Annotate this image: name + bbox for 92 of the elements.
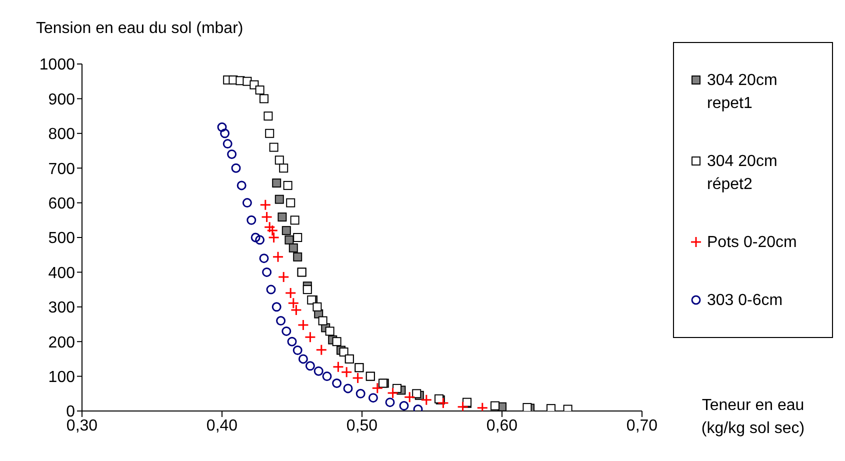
point [476, 402, 488, 411]
point [255, 86, 264, 95]
legend-label: 304 20cm repet1 [707, 70, 778, 114]
point [266, 224, 278, 236]
point [332, 337, 342, 346]
point [278, 271, 290, 283]
point [220, 128, 230, 138]
point [399, 401, 409, 411]
y-tick-label: 700 [48, 160, 76, 178]
point [368, 393, 378, 403]
point [264, 112, 273, 121]
point [250, 232, 260, 242]
point [262, 267, 272, 277]
point [284, 287, 296, 299]
point [282, 226, 291, 236]
point [265, 128, 274, 138]
point [272, 302, 282, 312]
point [305, 361, 315, 371]
point [222, 139, 232, 149]
y-tick-label: 400 [48, 264, 76, 282]
y-tick-label: 800 [48, 126, 76, 144]
point [286, 198, 296, 208]
point [385, 398, 395, 408]
point [288, 243, 298, 252]
point [259, 254, 269, 264]
y-tick-label: 100 [48, 368, 76, 386]
point [268, 232, 280, 244]
point [387, 387, 399, 399]
point [269, 142, 278, 152]
point [255, 235, 265, 245]
point [412, 389, 422, 398]
point [339, 348, 348, 357]
point [372, 382, 384, 394]
point [264, 221, 276, 233]
x-tick-label: 0,60 [486, 417, 518, 434]
point [276, 316, 286, 326]
y-axis-title: Tension en eau du sol (mbar) [36, 20, 244, 38]
point [274, 194, 284, 204]
point [352, 372, 364, 384]
point [272, 178, 282, 188]
point [420, 394, 432, 406]
point [266, 284, 276, 294]
x-tick-label: 0,70 [626, 417, 658, 434]
point [322, 372, 332, 382]
point [302, 285, 312, 294]
point [279, 164, 288, 173]
y-tick-label: 900 [48, 91, 76, 108]
point [227, 149, 237, 159]
point [522, 403, 532, 411]
legend-label: 304 20cm répet2 [707, 152, 778, 194]
x-tick-label: 0,30 [66, 417, 98, 434]
point [490, 401, 500, 410]
y-tick-label: 300 [48, 300, 76, 317]
point [290, 216, 300, 225]
point [293, 252, 302, 262]
point [298, 354, 308, 364]
point [318, 316, 328, 326]
point [292, 346, 302, 356]
y-tick-label: 600 [48, 195, 76, 212]
x-tick-label: 0,50 [346, 417, 378, 434]
point [284, 235, 294, 244]
point [325, 326, 334, 336]
point [287, 336, 297, 346]
point [236, 180, 246, 190]
y-tick-label: 200 [48, 334, 76, 352]
point [282, 326, 292, 336]
x-tick-label: 0,40 [206, 417, 238, 434]
point [404, 391, 416, 403]
point [457, 401, 469, 411]
point [332, 378, 342, 388]
point [314, 366, 324, 376]
legend-label: Pots 0-20cm [707, 232, 797, 252]
point [278, 212, 287, 222]
point [261, 211, 273, 223]
point [316, 344, 328, 356]
y-tick-label: 500 [48, 230, 76, 248]
point [246, 215, 256, 225]
x-axis-title: Teneur en eau (kg/kg sol sec) [700, 396, 806, 439]
y-tick-label: 1000 [39, 56, 76, 74]
point [343, 384, 353, 394]
point [242, 198, 252, 208]
point [260, 199, 272, 211]
legend-label: 303 0-6cm [707, 290, 783, 310]
point [231, 163, 241, 173]
point [437, 397, 449, 409]
point [272, 251, 284, 263]
point [297, 319, 309, 331]
point [312, 302, 322, 312]
point [283, 180, 292, 190]
point [217, 122, 227, 132]
point [356, 388, 366, 398]
point [304, 331, 316, 343]
